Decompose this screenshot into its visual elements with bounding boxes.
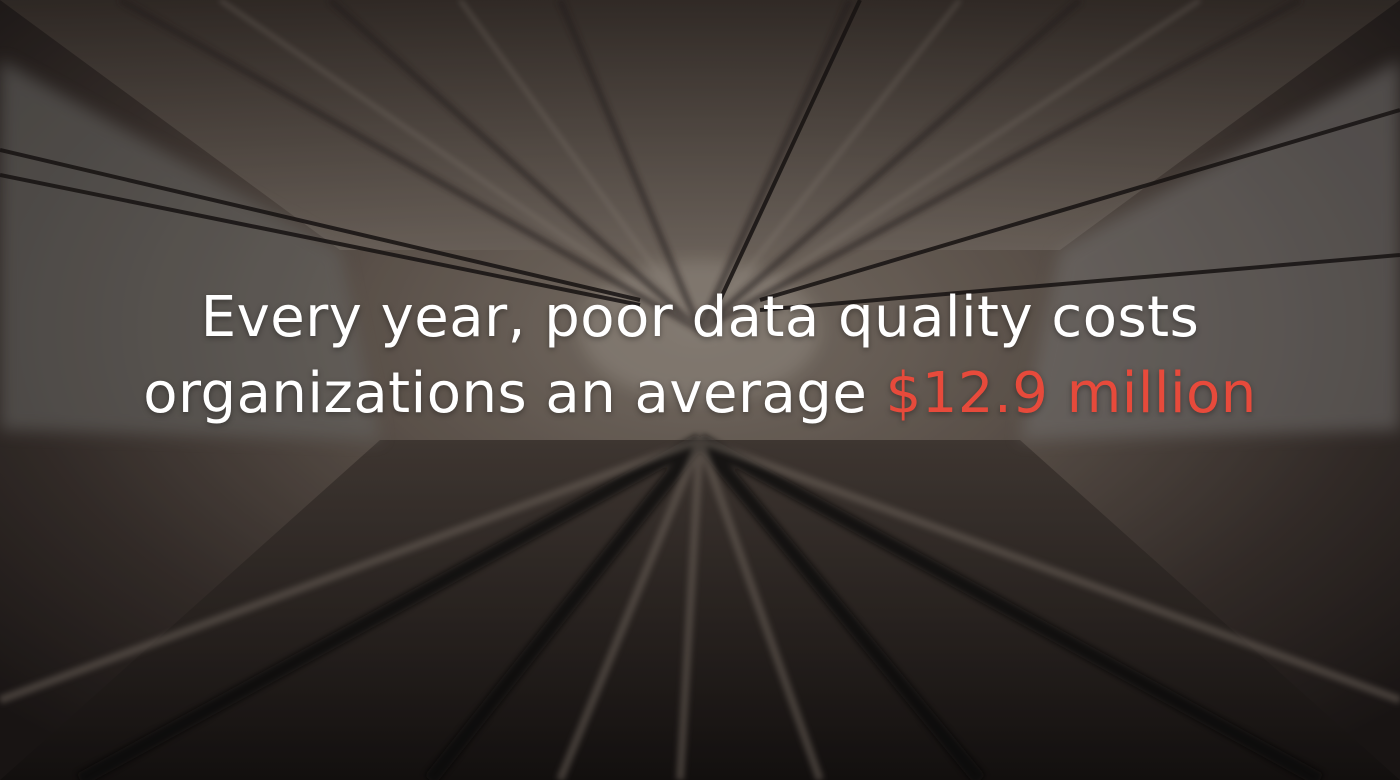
headline-line-2: organizations an average $12.9 million	[0, 356, 1400, 432]
headline-line-1: Every year, poor data quality costs	[200, 285, 1200, 350]
highlight-amount: $12.9 million	[885, 361, 1257, 426]
headline: Every year, poor data quality costs orga…	[0, 280, 1400, 432]
headline-line-2-text: organizations an average	[143, 361, 886, 426]
